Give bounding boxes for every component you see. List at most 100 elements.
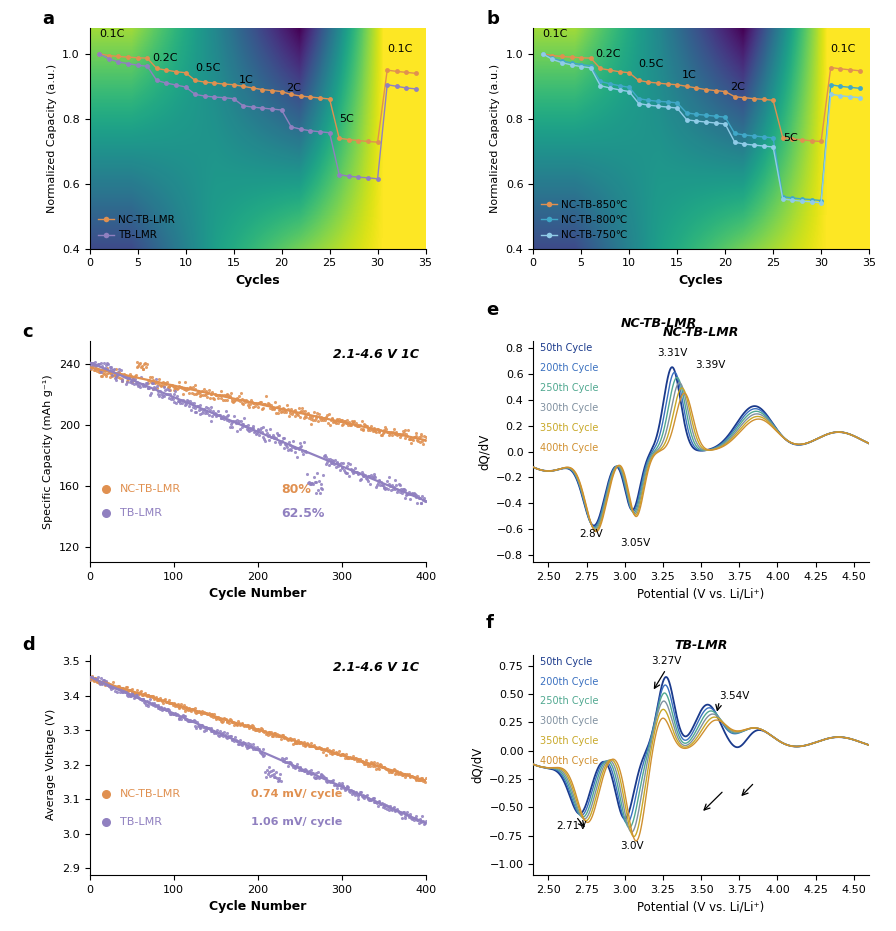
Point <box>256 397 271 412</box>
Text: 0.1C: 0.1C <box>543 29 568 39</box>
Point <box>304 735 319 750</box>
Point <box>389 478 403 492</box>
Text: 3.05V: 3.05V <box>620 538 650 548</box>
Point <box>184 704 198 719</box>
Point <box>232 716 246 731</box>
Point <box>388 803 402 817</box>
Point <box>401 484 416 499</box>
Point <box>368 794 383 809</box>
Point <box>289 406 304 421</box>
Point <box>382 427 396 442</box>
Point <box>120 373 134 388</box>
Point <box>267 726 281 741</box>
Point <box>151 376 165 391</box>
Point <box>263 764 277 779</box>
Point <box>150 381 164 396</box>
Point <box>90 673 104 688</box>
Point <box>414 773 428 788</box>
Text: 200th Cycle: 200th Cycle <box>539 677 599 686</box>
Point <box>292 760 306 775</box>
Point <box>395 768 409 783</box>
Point <box>417 491 431 506</box>
Point <box>137 695 151 709</box>
Point <box>383 803 397 817</box>
Point <box>254 721 268 735</box>
Point <box>171 379 185 394</box>
Point <box>245 420 259 435</box>
Point <box>355 754 369 769</box>
Point <box>188 378 202 393</box>
Point <box>378 801 392 816</box>
Point <box>407 770 421 785</box>
Point <box>147 374 161 389</box>
Point <box>189 404 203 419</box>
Point <box>311 413 325 428</box>
Point <box>184 381 198 396</box>
Text: 400th Cycle: 400th Cycle <box>539 756 599 766</box>
Point <box>117 368 132 383</box>
Point <box>224 392 238 407</box>
Point <box>413 771 427 786</box>
Point <box>361 473 375 488</box>
Point <box>141 381 155 396</box>
Point <box>178 708 193 723</box>
Point <box>163 383 177 398</box>
Point <box>302 763 316 778</box>
Point <box>153 384 168 398</box>
Point <box>334 413 349 428</box>
Point <box>230 424 245 439</box>
Point <box>276 431 290 446</box>
Point <box>313 769 327 784</box>
Point <box>220 409 234 424</box>
Point <box>217 711 231 726</box>
Point <box>386 800 401 815</box>
Point <box>285 439 299 454</box>
Point <box>101 676 116 691</box>
Point <box>218 727 232 742</box>
Point <box>144 688 159 703</box>
Point <box>115 372 129 387</box>
Point <box>346 750 360 765</box>
Point <box>209 711 223 726</box>
Point <box>364 418 378 433</box>
Point <box>92 676 107 691</box>
Point <box>241 417 255 432</box>
Point <box>282 730 297 745</box>
Point <box>103 367 117 382</box>
Point <box>175 699 189 714</box>
Point <box>104 681 118 696</box>
Point <box>343 456 358 471</box>
Point <box>86 358 100 372</box>
Point <box>375 478 389 492</box>
Point <box>208 386 222 401</box>
Point <box>288 760 302 775</box>
Point <box>405 486 419 501</box>
Point <box>272 771 287 786</box>
Point <box>228 733 243 748</box>
Point <box>167 380 181 395</box>
Point <box>320 775 334 789</box>
Point <box>165 696 179 711</box>
Point <box>406 811 420 826</box>
Point <box>365 422 379 437</box>
Point <box>280 401 295 416</box>
Point <box>225 714 239 729</box>
Text: NC-TB-LMR: NC-TB-LMR <box>120 789 181 799</box>
Point <box>342 469 357 484</box>
Point <box>203 400 218 415</box>
Point <box>332 412 346 426</box>
Point <box>199 722 213 737</box>
Point <box>348 750 362 765</box>
Point <box>246 722 260 736</box>
Point <box>92 676 107 691</box>
Point <box>263 421 278 436</box>
Point <box>418 429 433 444</box>
Point <box>376 760 391 775</box>
Point <box>322 742 336 757</box>
Point <box>202 383 216 398</box>
Point <box>351 466 366 481</box>
Point <box>211 728 225 743</box>
Point <box>247 425 262 439</box>
Point <box>141 696 155 711</box>
Point <box>84 358 99 372</box>
